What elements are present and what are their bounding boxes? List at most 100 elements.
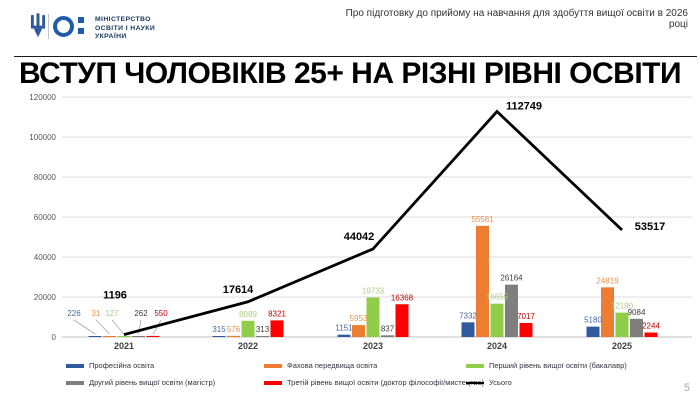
label-leader-line <box>111 319 125 335</box>
page-number: 5 <box>683 382 690 394</box>
bar-value-label: 55581 <box>471 215 494 224</box>
legend-item: Перший рівень вищої освіти (бакалавр) <box>466 357 627 374</box>
bar <box>117 336 131 337</box>
legend-label: Перший рівень вищої освіти (бакалавр) <box>489 361 627 370</box>
logo-divider <box>48 14 49 39</box>
bar-value-label: 24819 <box>596 276 619 285</box>
y-axis-tick-label: 80000 <box>34 173 57 182</box>
bar <box>519 322 533 337</box>
bar <box>461 322 475 337</box>
bar-value-label: 550 <box>154 309 168 318</box>
x-axis-category-label: 2025 <box>612 341 632 351</box>
x-axis-category-label: 2021 <box>114 341 134 351</box>
ukraine-trident-icon <box>30 13 46 38</box>
bar-value-label: 127 <box>105 309 119 318</box>
slide-subtitle: Про підготовку до прийому на навчання дл… <box>345 8 688 30</box>
legend-label: Усього <box>489 378 512 387</box>
bar-value-label: 5953 <box>350 314 368 323</box>
bar-value-label: 8089 <box>239 310 257 319</box>
total-value-label: 17614 <box>223 284 254 296</box>
legend-swatch-icon <box>264 380 282 385</box>
bar-value-label: 315 <box>212 325 226 334</box>
y-axis-tick-label: 20000 <box>34 293 57 302</box>
legend: Професійна освіта Другий рівень вищої осв… <box>0 357 700 397</box>
y-axis-tick-label: 120000 <box>29 93 56 102</box>
bar <box>505 284 518 337</box>
bar <box>146 335 160 337</box>
bar-value-label: 2244 <box>642 322 660 331</box>
legend-label: Другий рівень вищої освіти (магістр) <box>89 378 216 387</box>
bar-value-label: 313 <box>256 325 270 334</box>
bar-value-label: 8321 <box>268 309 286 318</box>
legend-item: Усього <box>466 374 627 391</box>
legend-label: Третій рівень вищої освіти (доктор філос… <box>287 378 485 387</box>
bar <box>476 225 489 337</box>
legend-column: Перший рівень вищої освіти (бакалавр) Усь… <box>466 357 627 391</box>
legend-label: Фахова передвища освіта <box>287 361 378 370</box>
bar <box>132 336 145 337</box>
bar <box>212 336 226 337</box>
bar <box>644 332 658 337</box>
bar <box>601 287 614 337</box>
y-axis-tick-label: 60000 <box>34 213 57 222</box>
bar <box>103 336 116 337</box>
bar <box>381 335 394 337</box>
label-leader-line <box>73 319 96 335</box>
chart-svg: 0 20000 40000 60000 80000 100000 120000 226 31 12… <box>29 93 692 351</box>
bar-value-label: 837 <box>381 324 395 333</box>
bar <box>366 297 380 337</box>
legend-swatch-icon <box>466 363 484 368</box>
ministry-line-3: УКРАЇНИ <box>95 33 127 40</box>
bar <box>337 334 351 337</box>
bar <box>630 318 643 337</box>
legend-swatch-icon <box>66 380 84 385</box>
legend-swatch-icon <box>66 363 84 368</box>
bar-value-label: 16368 <box>391 293 414 302</box>
bar-value-label: 19733 <box>362 287 385 296</box>
bar-value-label: 9084 <box>628 308 646 317</box>
bar-value-label: 16655 <box>486 293 509 302</box>
x-axis-category-label: 2023 <box>363 341 383 351</box>
legend-item: Фахова передвища освіта <box>264 357 484 374</box>
legend-line-marker-icon <box>466 381 484 384</box>
ministry-logo-dot <box>78 17 84 23</box>
total-line <box>123 109 623 336</box>
bar-value-label: 7332 <box>459 311 477 320</box>
total-value-label: 53517 <box>635 221 666 233</box>
header-divider <box>14 56 697 57</box>
bar <box>88 336 102 337</box>
bar <box>227 335 240 337</box>
bar <box>270 320 284 337</box>
legend-item: Другий рівень вищої освіти (магістр) <box>66 374 215 391</box>
legend-item: Професійна освіта <box>66 357 215 374</box>
legend-column: Професійна освіта Другий рівень вищої осв… <box>66 357 215 391</box>
legend-swatch-icon <box>264 363 282 368</box>
x-axis-category-label: 2024 <box>487 341 507 351</box>
legend-label: Професійна освіта <box>89 361 155 370</box>
y-axis-tick-label: 40000 <box>34 253 57 262</box>
y-axis-tick-label: 0 <box>52 333 57 342</box>
page-title: ВСТУП ЧОЛОВІКІВ 25+ НА РІЗНІ РІВНІ ОСВІТ… <box>18 57 682 90</box>
label-leader-line <box>95 319 110 335</box>
bar-value-label: 226 <box>67 309 81 318</box>
ministry-name: МІНІСТЕРСТВО ОСВІТИ І НАУКИ УКРАЇНИ <box>95 16 155 42</box>
ministry-logo-icon <box>53 16 74 37</box>
bar-value-label: 12190 <box>611 302 634 311</box>
bar-value-label: 31 <box>92 309 101 318</box>
bar <box>352 325 365 337</box>
bar <box>256 336 269 337</box>
bar <box>615 312 629 337</box>
bar <box>241 320 255 337</box>
ministry-line-2: ОСВІТИ І НАУКИ <box>95 24 156 32</box>
total-value-label: 112749 <box>506 101 542 113</box>
total-value-label: 44042 <box>344 231 375 243</box>
total-value-label: 1196 <box>103 290 127 302</box>
legend-item: Третій рівень вищої освіти (доктор філос… <box>264 374 484 391</box>
bar-value-label: 7017 <box>517 312 535 321</box>
bar-value-label: 262 <box>134 309 148 318</box>
bar-value-label: 26164 <box>500 274 523 283</box>
bar <box>490 303 504 337</box>
bar-value-label: 576 <box>227 325 241 334</box>
ministry-logo-dot <box>78 28 84 34</box>
